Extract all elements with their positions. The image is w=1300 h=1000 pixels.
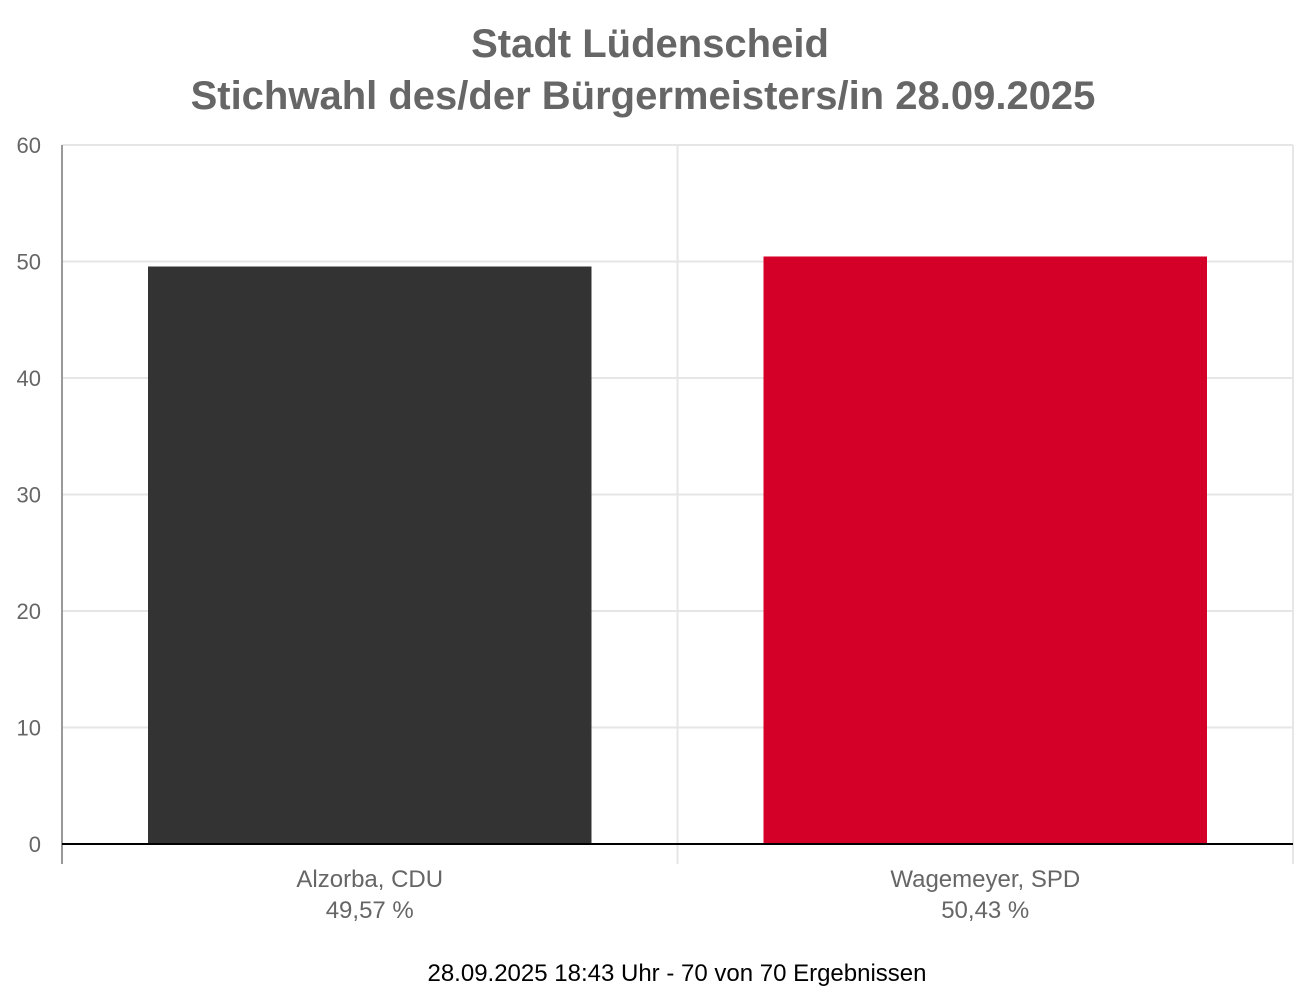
axes <box>61 145 1293 864</box>
y-tick-label-10: 10 <box>17 716 41 741</box>
y-tick-label-60: 60 <box>17 133 41 158</box>
chart-title: Stadt Lüdenscheid Stichwahl des/der Bürg… <box>191 22 1096 118</box>
bar-2 <box>763 256 1207 845</box>
bar-1 <box>148 266 592 844</box>
chart-footer: 28.09.2025 18:43 Uhr - 70 von 70 Ergebni… <box>427 960 926 987</box>
labels: 0 10 20 30 40 50 60 Alzorba, CDU 49,57 % Wagemeye… <box>17 133 1081 924</box>
value-label-1: 49,57 % <box>326 897 414 924</box>
y-tick-label-20: 20 <box>17 599 41 624</box>
y-tick-label-30: 30 <box>17 483 41 508</box>
value-label-2: 50,43 % <box>941 897 1029 924</box>
y-tick-label-0: 0 <box>29 832 41 857</box>
x-tick-label-2: Wagemeyer, SPD <box>890 866 1080 893</box>
x-tick-label-1: Alzorba, CDU <box>296 866 443 893</box>
chart-title-line-2: Stichwahl des/der Bürgermeisters/in 28.0… <box>191 74 1096 118</box>
chart-title-line-1: Stadt Lüdenscheid <box>471 22 829 66</box>
y-tick-label-40: 40 <box>17 366 41 391</box>
bars <box>148 256 1207 845</box>
y-tick-label-50: 50 <box>17 250 41 275</box>
